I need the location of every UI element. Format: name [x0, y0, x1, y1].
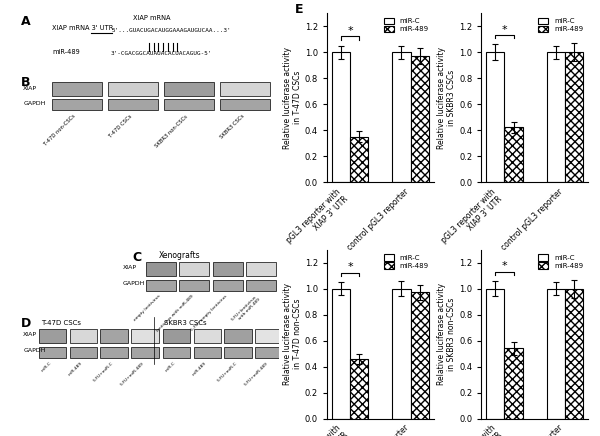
Bar	[220, 99, 270, 110]
Bar	[194, 329, 221, 343]
Text: 5-FU+miR-C: 5-FU+miR-C	[217, 361, 238, 383]
Text: XIAP: XIAP	[23, 86, 37, 91]
Bar	[224, 329, 252, 343]
Bar	[164, 99, 214, 110]
Text: 5-FU+lentivirus
with miR-489: 5-FU+lentivirus with miR-489	[231, 294, 261, 324]
Bar	[108, 99, 158, 110]
Legend: miR-C, miR-489: miR-C, miR-489	[382, 253, 430, 270]
Text: miR-C: miR-C	[41, 361, 53, 373]
Text: SKBR3 CSCs: SKBR3 CSCs	[219, 114, 245, 140]
Text: 5-FU+miR-489: 5-FU+miR-489	[119, 361, 145, 386]
Bar	[487, 52, 505, 182]
Bar	[131, 347, 158, 358]
Bar	[505, 348, 523, 419]
Bar	[131, 329, 158, 343]
Bar	[392, 52, 410, 182]
Text: 5'...GUACUGACAUGGAAAGAUGUCAA...3': 5'...GUACUGACAUGGAAAGAUGUCAA...3'	[112, 28, 232, 33]
Bar	[164, 82, 214, 96]
Text: miR-489: miR-489	[68, 361, 83, 377]
Bar	[332, 52, 350, 182]
Text: *: *	[347, 26, 353, 36]
Bar	[255, 347, 283, 358]
Bar	[350, 136, 368, 182]
Text: C: C	[133, 251, 142, 264]
Text: 3'-CGACGGCAUAUACACUACAGUG-5': 3'-CGACGGCAUAUACACUACAGUG-5'	[110, 51, 212, 56]
Text: T-47D CSCs: T-47D CSCs	[108, 114, 133, 139]
Text: miR-489: miR-489	[192, 361, 208, 377]
Text: *: *	[502, 24, 507, 34]
Text: lentivirus with miR-489: lentivirus with miR-489	[155, 294, 194, 333]
Bar	[246, 262, 276, 276]
Y-axis label: Relative luciferase activity
in T-47D non-CSCs: Relative luciferase activity in T-47D no…	[283, 283, 302, 385]
Bar	[146, 280, 176, 291]
Text: T-47D non-CSCs: T-47D non-CSCs	[43, 114, 77, 147]
Bar	[100, 347, 128, 358]
Bar	[332, 289, 350, 419]
Text: XIAP: XIAP	[122, 265, 136, 270]
Text: B: B	[20, 75, 30, 89]
Text: D: D	[20, 317, 31, 330]
Y-axis label: Relative luciferase activity
in SKBR3 CSCs: Relative luciferase activity in SKBR3 CS…	[437, 47, 457, 149]
Bar	[39, 347, 66, 358]
Bar	[255, 329, 283, 343]
Text: XIAP mRNA: XIAP mRNA	[133, 15, 170, 21]
Text: *: *	[502, 261, 507, 271]
Bar	[547, 52, 565, 182]
Bar	[179, 280, 209, 291]
Text: T-47D CSCs: T-47D CSCs	[41, 320, 82, 326]
Bar	[565, 289, 583, 419]
Text: GAPDH: GAPDH	[23, 101, 46, 106]
Bar	[224, 347, 252, 358]
Text: XIAP mRNA 3' UTR: XIAP mRNA 3' UTR	[52, 25, 113, 31]
Text: empty lentivirus: empty lentivirus	[133, 294, 161, 323]
Text: 5-FU+miR-C: 5-FU+miR-C	[92, 361, 114, 383]
Bar	[163, 347, 190, 358]
Text: SKBR3 non-CSCs: SKBR3 non-CSCs	[154, 114, 189, 148]
Legend: miR-C, miR-489: miR-C, miR-489	[536, 253, 584, 270]
Bar	[100, 329, 128, 343]
Bar	[410, 293, 428, 419]
Legend: miR-C, miR-489: miR-C, miR-489	[382, 17, 430, 34]
Text: GAPDH: GAPDH	[122, 281, 145, 286]
Text: XIAP: XIAP	[23, 332, 37, 337]
Text: 5-FU+miR-489: 5-FU+miR-489	[244, 361, 269, 386]
Text: GAPDH: GAPDH	[23, 348, 46, 354]
Bar	[350, 359, 368, 419]
Bar	[52, 99, 101, 110]
Bar	[410, 56, 428, 182]
Bar	[213, 280, 243, 291]
Bar	[163, 329, 190, 343]
Bar	[213, 262, 243, 276]
Bar	[52, 82, 101, 96]
Bar	[246, 280, 276, 291]
Text: miR-C: miR-C	[164, 361, 176, 373]
Text: 5-FU+empty lentivirus: 5-FU+empty lentivirus	[190, 294, 228, 332]
Y-axis label: Relative luciferase activity
in T-47D CSCs: Relative luciferase activity in T-47D CS…	[283, 47, 302, 149]
Bar	[108, 82, 158, 96]
Bar	[194, 347, 221, 358]
Text: *: *	[347, 262, 353, 272]
Bar	[220, 82, 270, 96]
Bar	[505, 127, 523, 182]
Bar	[39, 329, 66, 343]
Text: SKBR3 CSCs: SKBR3 CSCs	[164, 320, 207, 326]
Bar	[70, 329, 97, 343]
Bar	[146, 262, 176, 276]
Y-axis label: Relative luciferase activity
in SKBR3 non-CSCs: Relative luciferase activity in SKBR3 no…	[437, 283, 457, 385]
Bar	[565, 52, 583, 182]
Text: E: E	[295, 3, 304, 16]
Bar	[547, 289, 565, 419]
Bar	[487, 289, 505, 419]
Bar	[392, 289, 410, 419]
Bar	[70, 347, 97, 358]
Bar	[179, 262, 209, 276]
Text: miR-489: miR-489	[52, 49, 80, 55]
Text: Xenografts: Xenografts	[159, 251, 200, 260]
Text: A: A	[20, 15, 30, 28]
Legend: miR-C, miR-489: miR-C, miR-489	[536, 17, 584, 34]
